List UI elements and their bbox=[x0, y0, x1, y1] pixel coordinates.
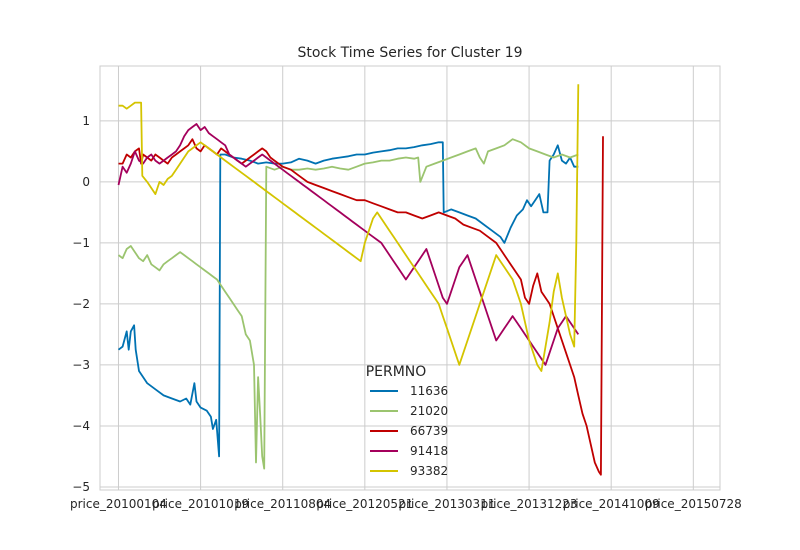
grid-lines bbox=[100, 66, 720, 490]
legend-title: PERMNO bbox=[366, 364, 427, 380]
x-tick-label: price_20141009 bbox=[563, 497, 660, 511]
plot-area bbox=[100, 66, 720, 490]
series-layer bbox=[117, 84, 604, 476]
x-tick-labels: price_20100104price_20101019price_201108… bbox=[70, 497, 742, 511]
y-tick-label: −2 bbox=[72, 297, 90, 311]
x-tick-label: price_20150728 bbox=[645, 497, 742, 511]
legend: PERMNO 11636 21020 66739 91418 93382 bbox=[366, 364, 448, 478]
series-line-11636 bbox=[117, 141, 579, 458]
series-line-66739 bbox=[118, 136, 604, 476]
x-tick-label: price_20130311 bbox=[398, 497, 495, 511]
legend-label-93382: 93382 bbox=[410, 464, 448, 478]
plot-frame bbox=[99, 65, 721, 491]
x-tick-label: price_20101019 bbox=[152, 497, 249, 511]
y-tick-label: −3 bbox=[72, 358, 90, 372]
legend-label-66739: 66739 bbox=[410, 424, 448, 438]
legend-label-21020: 21020 bbox=[410, 404, 448, 418]
y-tick-label: 0 bbox=[82, 175, 90, 189]
series-line-91418 bbox=[117, 123, 580, 366]
y-tick-label: 1 bbox=[82, 114, 90, 128]
series-line-21020 bbox=[117, 138, 579, 470]
chart-title: Stock Time Series for Cluster 19 bbox=[297, 45, 522, 61]
legend-items: 11636 21020 66739 91418 93382 bbox=[370, 384, 448, 478]
y-tick-labels: 1 0 −1 −2 −3 −4 −5 bbox=[72, 114, 90, 494]
legend-label-11636: 11636 bbox=[410, 384, 448, 398]
series-line-93382 bbox=[118, 84, 580, 372]
x-tick-label: price_20100104 bbox=[70, 497, 167, 511]
y-tick-label: −4 bbox=[72, 419, 90, 433]
y-tick-label: −1 bbox=[72, 236, 90, 250]
x-tick-label: price_20110804 bbox=[234, 497, 331, 511]
x-tick-label: price_20131223 bbox=[481, 497, 578, 511]
legend-label-91418: 91418 bbox=[410, 444, 448, 458]
y-tick-label: −5 bbox=[72, 480, 90, 494]
x-tick-label: price_20120521 bbox=[316, 497, 413, 511]
